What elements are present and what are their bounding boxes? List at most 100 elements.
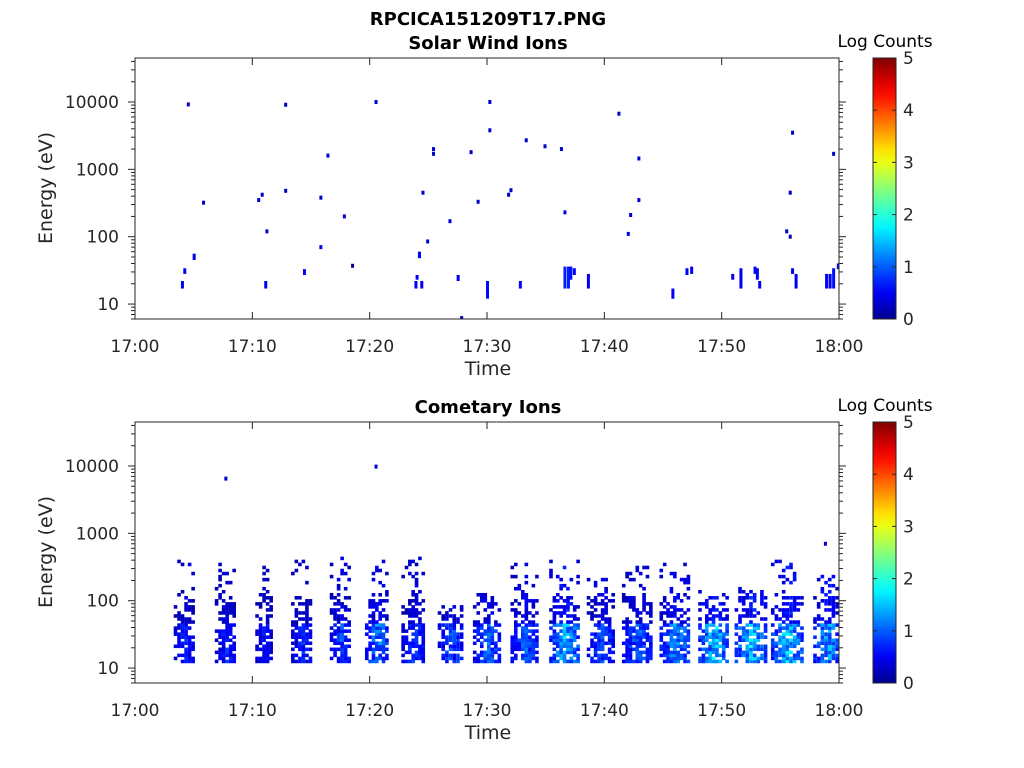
- count-cell: [262, 629, 266, 633]
- count-cell: [531, 620, 536, 624]
- count-cell: [686, 580, 691, 585]
- count-cell: [827, 632, 832, 636]
- count-cell: [340, 568, 344, 573]
- count-cell: [562, 650, 567, 655]
- count-cell: [513, 574, 518, 579]
- count-cell: [262, 656, 266, 661]
- count-cell: [600, 617, 605, 621]
- count-cell: [225, 620, 229, 624]
- count-cell: [824, 638, 828, 643]
- count-cell: [770, 641, 775, 646]
- count-cell: [452, 656, 457, 661]
- count-cell: [301, 641, 306, 646]
- count-cell: [604, 653, 608, 658]
- count-cell: [635, 623, 640, 627]
- count-cell: [628, 577, 633, 582]
- count-cell: [490, 605, 495, 609]
- count-cell: [738, 635, 742, 639]
- count-cell: [535, 635, 539, 639]
- count-cell: [414, 611, 419, 615]
- count-cell: [752, 629, 757, 633]
- count-cell: [401, 611, 405, 615]
- count-cell: [456, 620, 460, 624]
- count-cell: [513, 635, 518, 639]
- count-cell: [228, 638, 233, 643]
- count-cell: [528, 659, 532, 664]
- count-cell: [708, 608, 712, 612]
- count-cell: [535, 644, 539, 649]
- count-cell: [510, 602, 515, 606]
- count-cell: [778, 641, 782, 646]
- count-cell: [763, 635, 768, 639]
- count-cell: [831, 574, 836, 579]
- count-cell: [549, 638, 553, 643]
- count-cell: [673, 659, 677, 664]
- count-cell: [715, 632, 719, 636]
- count-cell: [683, 629, 687, 633]
- count-cell: [218, 656, 222, 661]
- count-cell: [611, 605, 615, 609]
- count-cell: [513, 586, 518, 591]
- count-cell: [262, 577, 266, 582]
- count-cell: [456, 617, 460, 621]
- count-cell: [340, 571, 344, 576]
- count-cell: [479, 623, 484, 627]
- count-cell: [456, 641, 460, 646]
- count-cell: [524, 599, 529, 603]
- count-cell: [562, 638, 567, 643]
- count-cell: [184, 632, 188, 636]
- count-cell: [820, 653, 825, 658]
- count-cell: [813, 644, 817, 649]
- count-cell: [679, 635, 684, 639]
- count-cell: [326, 153, 330, 158]
- count-cell: [308, 599, 313, 603]
- count-cell: [294, 596, 299, 600]
- count-cell: [669, 571, 674, 576]
- count-cell: [718, 653, 723, 658]
- count-cell: [364, 623, 369, 627]
- count-cell: [340, 635, 344, 639]
- count-cell: [625, 596, 629, 600]
- x-tick-label: 17:20: [345, 337, 394, 357]
- count-cell: [555, 638, 560, 643]
- count-cell: [521, 589, 525, 594]
- count-cell: [524, 611, 529, 615]
- count-cell: [778, 629, 782, 633]
- count-cell: [679, 608, 684, 612]
- count-cell: [800, 596, 804, 600]
- count-cell: [441, 617, 446, 621]
- count-cell: [191, 620, 195, 624]
- count-cell: [749, 650, 753, 655]
- count-cell: [752, 656, 757, 661]
- count-cell: [479, 641, 484, 646]
- count-cell: [756, 623, 761, 627]
- count-cell: [774, 559, 779, 564]
- count-cell: [566, 599, 570, 603]
- count-cell: [180, 659, 185, 664]
- count-cell: [418, 623, 422, 627]
- count-cell: [401, 626, 405, 630]
- count-cell: [336, 641, 341, 646]
- count-cell: [374, 464, 378, 469]
- count-cell: [421, 623, 426, 627]
- count-cell: [445, 614, 449, 618]
- count-cell: [642, 632, 646, 636]
- count-cell: [813, 596, 817, 600]
- count-cell: [820, 638, 825, 643]
- count-cell: [569, 644, 574, 649]
- count-cell: [225, 635, 229, 639]
- count-cell: [497, 647, 502, 652]
- count-cell: [490, 635, 495, 639]
- count-cell: [569, 641, 574, 646]
- count-cell: [214, 599, 219, 603]
- count-cell: [781, 656, 786, 661]
- count-cell: [381, 641, 386, 646]
- count-cell: [385, 647, 389, 652]
- count-cell: [711, 605, 716, 609]
- count-cell: [638, 638, 643, 643]
- count-cell: [404, 638, 409, 643]
- count-cell: [371, 659, 376, 664]
- count-cell: [187, 641, 192, 646]
- count-cell: [792, 620, 797, 624]
- count-cell: [721, 641, 726, 646]
